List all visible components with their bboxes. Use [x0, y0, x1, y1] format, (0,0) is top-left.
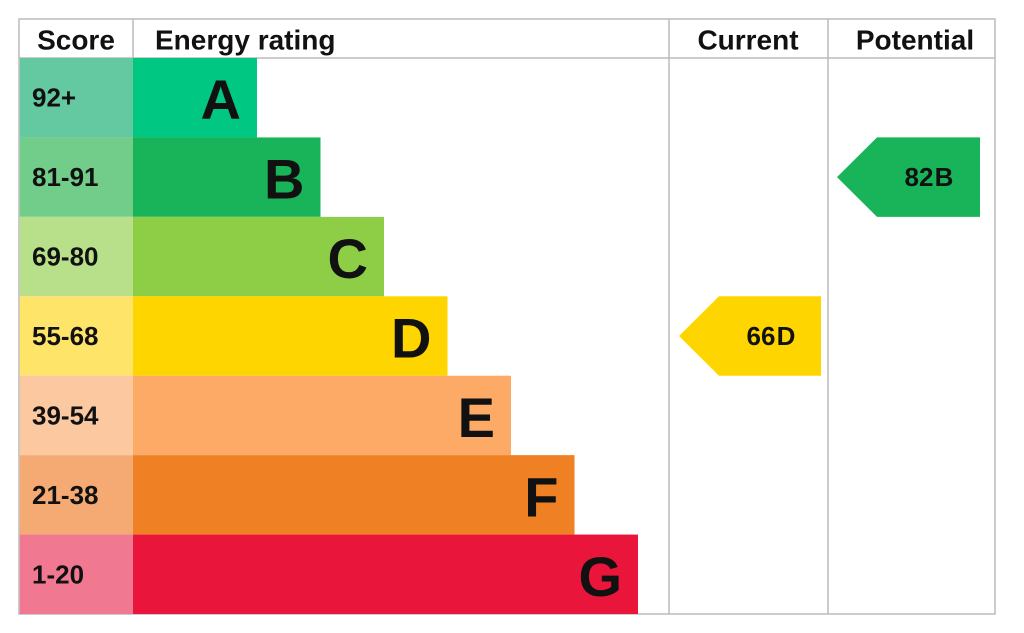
header-score: Score [37, 25, 115, 56]
rating-bar [133, 216, 384, 297]
score-label: 81-91 [32, 162, 99, 192]
potential-arrow [837, 137, 980, 217]
header-current: Current [697, 25, 798, 56]
score-label: 92+ [32, 83, 76, 113]
score-cell [19, 455, 133, 535]
rating-bar [133, 137, 321, 217]
header-rating: Energy rating [155, 25, 335, 56]
rating-letter: D [391, 307, 431, 370]
rating-letter: E [458, 386, 495, 449]
header-potential: Potential [856, 25, 974, 56]
score-cell [19, 216, 133, 297]
score-cell [19, 58, 133, 138]
current-letter: D [777, 321, 796, 351]
rating-letter: B [264, 148, 304, 211]
rating-bar [133, 296, 448, 376]
rating-letter: G [578, 545, 622, 608]
rating-bar [133, 534, 638, 614]
score-cell [19, 137, 133, 217]
rating-bar [133, 375, 511, 456]
rating-bar [133, 455, 575, 535]
score-label: 39-54 [32, 400, 99, 430]
score-label: 21-38 [32, 480, 99, 510]
potential-value: 82 [905, 162, 934, 192]
current-value: 66 [747, 321, 776, 351]
rating-letter: A [201, 68, 241, 131]
rating-letter: F [524, 465, 558, 528]
score-cell [19, 534, 133, 614]
score-label: 69-80 [32, 242, 99, 272]
rating-letter: C [328, 227, 368, 290]
score-cell [19, 296, 133, 376]
score-label: 55-68 [32, 321, 99, 351]
potential-letter: B [935, 162, 954, 192]
current-arrow [679, 296, 821, 376]
score-label: 1-20 [32, 559, 84, 589]
score-cell [19, 375, 133, 456]
rating-bar [133, 58, 257, 138]
